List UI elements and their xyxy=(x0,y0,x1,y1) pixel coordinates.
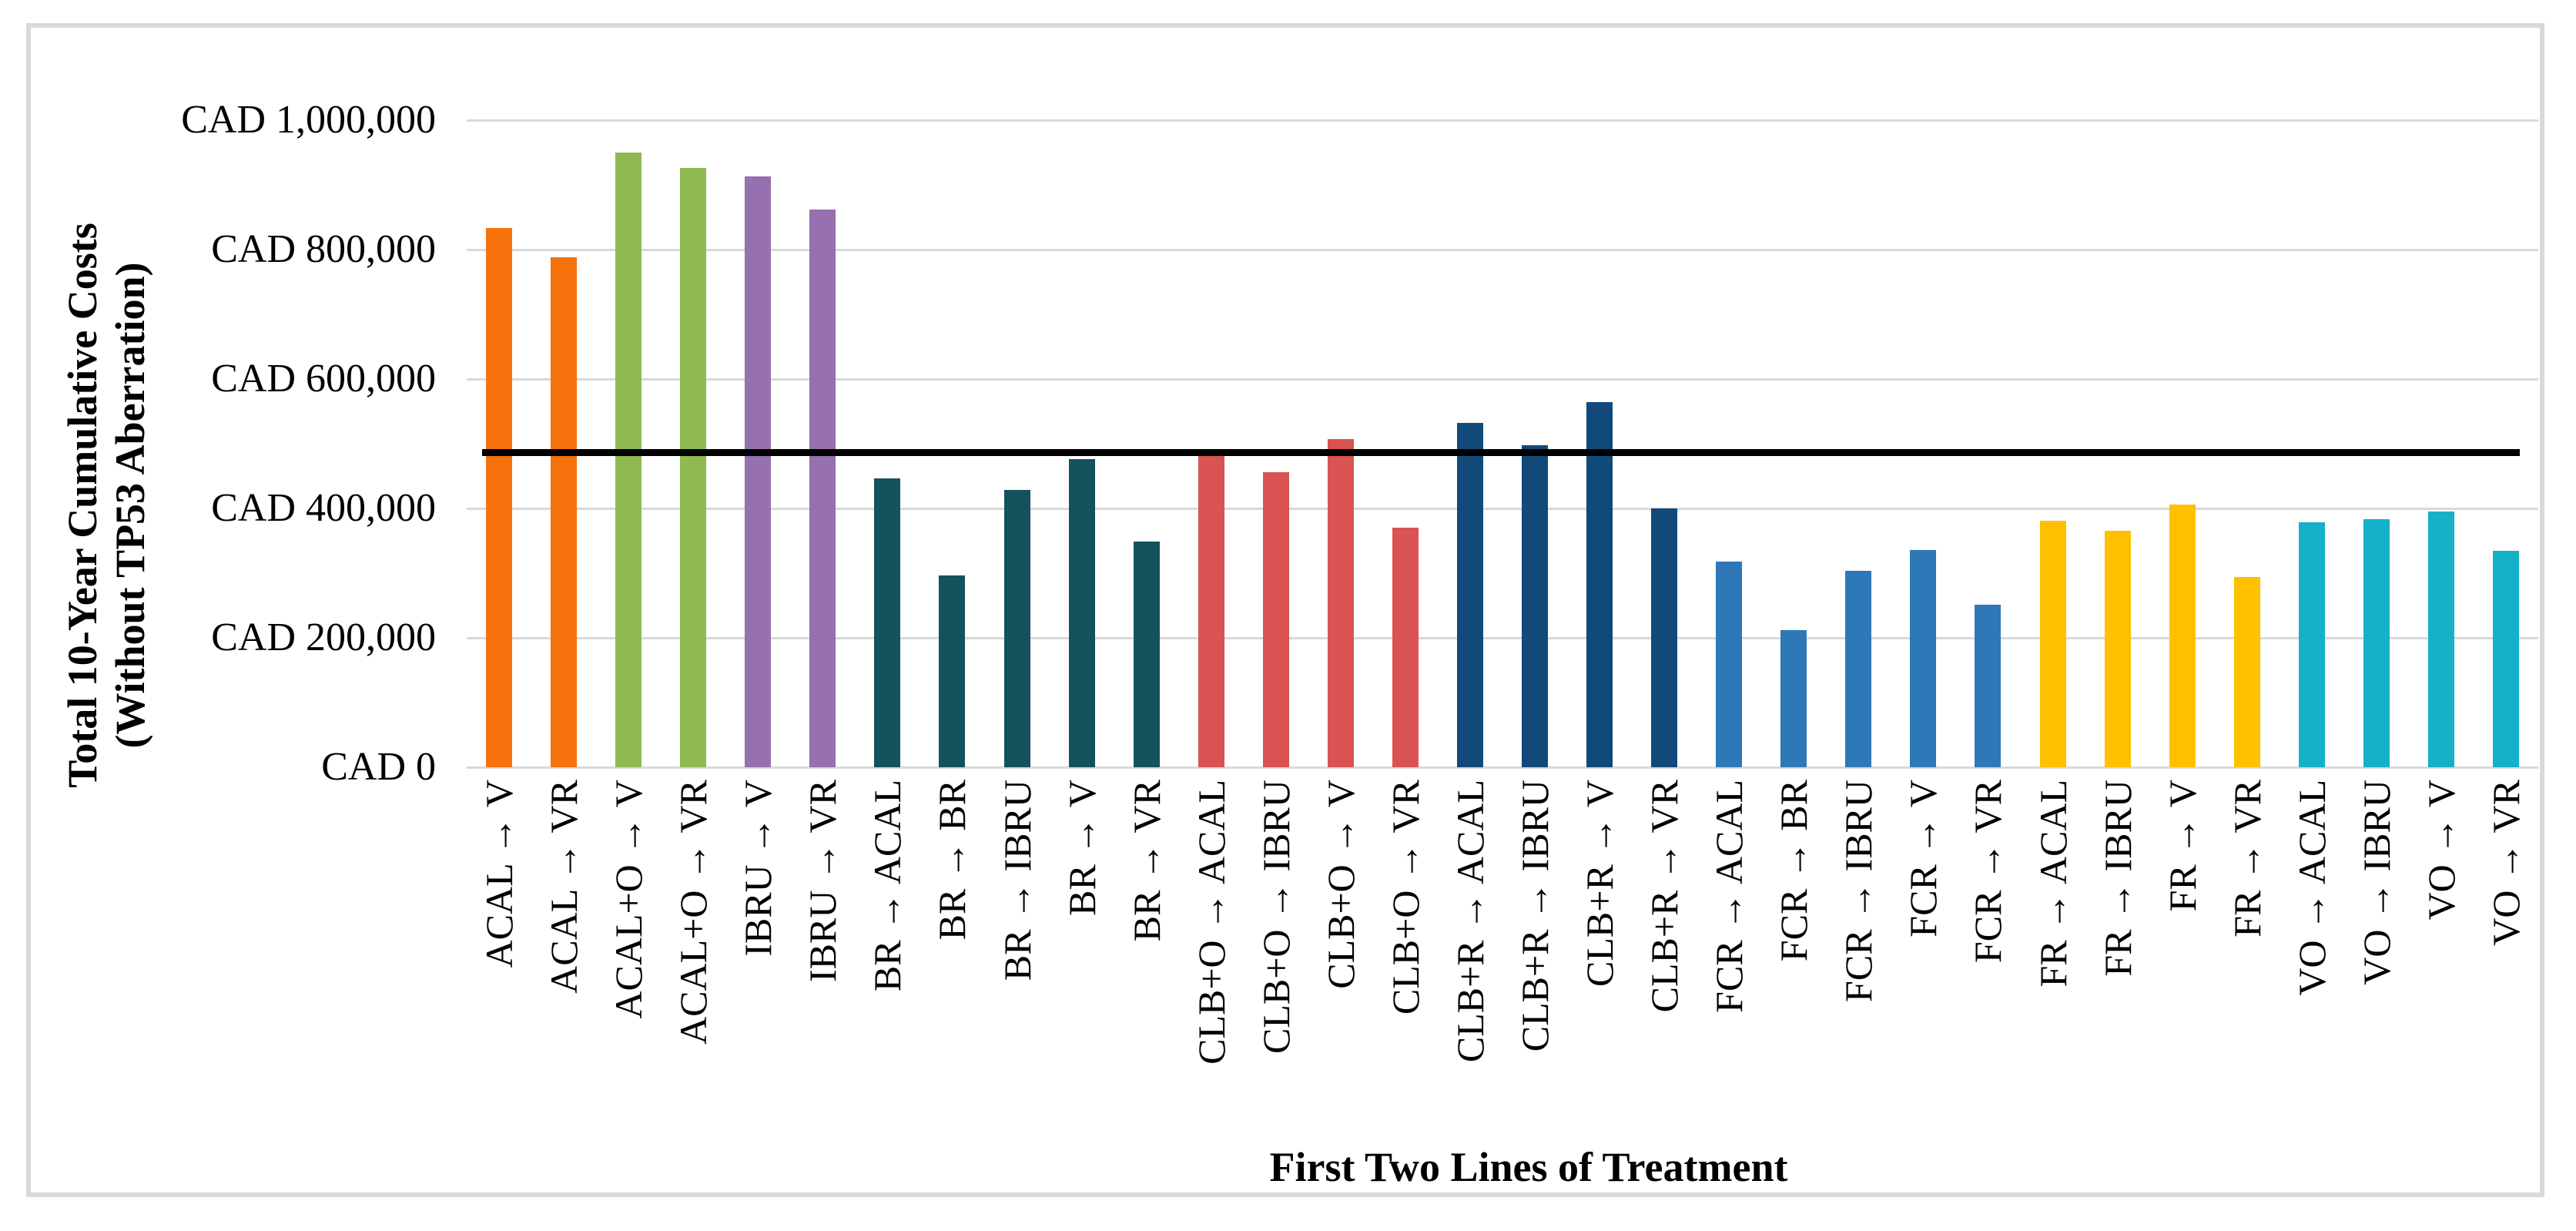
bar-vo-vr xyxy=(2492,551,2519,767)
gridline-cad-200-000 xyxy=(467,637,2538,639)
bar-acal-vr xyxy=(551,257,578,767)
bar-vo-ibru xyxy=(2363,519,2390,767)
bar-fr-v xyxy=(2169,504,2196,767)
gridline-cad-600-000 xyxy=(467,378,2538,381)
x-tick-label-fcr-br: FCR → BR xyxy=(1772,780,1816,962)
gridline-cad-1-000-000 xyxy=(467,119,2538,122)
x-tick-label-br-br: BR → BR xyxy=(930,780,974,941)
figure-border: Total 10-Year Cumulative Costs (Without … xyxy=(26,23,2544,1197)
bar-br-v xyxy=(1068,459,1095,767)
x-tick-label-clb-r-acal: CLB+R → ACAL xyxy=(1448,780,1492,1063)
x-tick-label-clb-o-acal: CLB+O → ACAL xyxy=(1189,780,1233,1065)
bar-ibru-v xyxy=(745,176,772,767)
bar-fcr-v xyxy=(1910,549,1937,767)
x-tick-label-clb-o-vr: CLB+O → VR xyxy=(1383,780,1427,1015)
x-tick-label-clb-o-ibru: CLB+O → IBRU xyxy=(1254,780,1298,1055)
bar-clb-r-vr xyxy=(1651,508,1678,767)
x-tick-label-br-vr: BR → VR xyxy=(1124,780,1168,942)
y-axis-title-line1: Total 10-Year Cumulative Costs xyxy=(59,223,106,788)
x-tick-label-acal-vr: ACAL → VR xyxy=(542,780,586,994)
x-tick-label-fcr-v: FCR → V xyxy=(1901,780,1945,938)
bar-clb-r-ibru xyxy=(1522,444,1549,767)
bar-vo-acal xyxy=(2298,522,2325,767)
x-tick-label-acal-o-vr: ACAL+O → VR xyxy=(672,780,715,1045)
x-tick-label-br-v: BR → V xyxy=(1060,780,1104,916)
bar-clb-r-v xyxy=(1586,402,1613,767)
x-tick-label-vo-v: VO → V xyxy=(2419,780,2463,921)
bar-clb-o-vr xyxy=(1392,528,1419,767)
bar-br-vr xyxy=(1133,541,1160,767)
x-tick-label-vo-ibru: VO → IBRU xyxy=(2354,780,2398,985)
gridline-cad-400-000 xyxy=(467,508,2538,510)
bar-clb-r-acal xyxy=(1456,423,1483,767)
y-tick-label: CAD 600,000 xyxy=(211,357,436,401)
bar-clb-o-acal xyxy=(1198,454,1224,767)
y-tick-label: CAD 400,000 xyxy=(211,486,436,530)
bar-fcr-acal xyxy=(1716,561,1743,767)
x-tick-label-br-acal: BR → ACAL xyxy=(866,780,909,992)
x-tick-label-ibru-vr: IBRU → VR xyxy=(801,780,845,983)
bar-ibru-vr xyxy=(809,209,836,767)
x-tick-label-fcr-acal: FCR → ACAL xyxy=(1707,780,1751,1013)
bar-acal-v xyxy=(486,228,513,767)
x-tick-label-vo-vr: VO → VR xyxy=(2484,780,2527,946)
x-tick-label-clb-r-ibru: CLB+R → IBRU xyxy=(1513,780,1557,1052)
x-tick-label-clb-o-v: CLB+O → V xyxy=(1318,780,1362,989)
bar-fr-vr xyxy=(2233,577,2260,767)
bar-acal-o-vr xyxy=(680,168,707,767)
bar-clb-o-ibru xyxy=(1262,471,1289,767)
bar-fcr-ibru xyxy=(1845,570,1872,767)
y-tick-label: CAD 0 xyxy=(321,745,436,789)
x-axis-title: First Two Lines of Treatment xyxy=(1269,1144,1788,1190)
bar-fcr-vr xyxy=(1975,605,2002,767)
x-tick-label-fr-ibru: FR → IBRU xyxy=(2095,780,2139,977)
x-tick-label-fcr-ibru: FCR → IBRU xyxy=(1837,780,1881,1002)
bar-fcr-br xyxy=(1780,629,1807,767)
bar-br-br xyxy=(939,575,966,767)
x-tick-label-vo-acal: VO → ACAL xyxy=(2290,780,2333,996)
bar-vo-v xyxy=(2427,512,2454,767)
x-tick-label-ibru-v: IBRU → V xyxy=(736,780,780,957)
x-tick-label-fr-acal: FR → ACAL xyxy=(2031,780,2075,988)
x-tick-label-fr-vr: FR → VR xyxy=(2225,780,2269,938)
gridline-cad-0 xyxy=(467,766,2538,769)
x-tick-label-fcr-vr: FCR → VR xyxy=(1966,780,2010,964)
x-tick-label-clb-r-vr: CLB+R → VR xyxy=(1643,780,1687,1013)
y-tick-label: CAD 200,000 xyxy=(211,616,436,659)
bar-clb-o-v xyxy=(1327,439,1354,767)
bar-fr-ibru xyxy=(2104,531,2131,767)
y-tick-label: CAD 1,000,000 xyxy=(181,98,436,142)
bar-br-ibru xyxy=(1003,490,1030,767)
bar-fr-acal xyxy=(2039,520,2066,767)
threshold-line xyxy=(482,448,2520,456)
x-tick-label-br-ibru: BR → IBRU xyxy=(995,780,1039,981)
bar-acal-o-v xyxy=(615,153,642,767)
x-tick-label-acal-o-v: ACAL+O → V xyxy=(607,780,651,1019)
x-tick-label-clb-r-v: CLB+R → V xyxy=(1578,780,1622,987)
bar-br-acal xyxy=(874,478,901,767)
y-tick-label: CAD 800,000 xyxy=(211,227,436,271)
gridline-cad-800-000 xyxy=(467,249,2538,251)
x-tick-label-acal-v: ACAL → V xyxy=(477,780,521,968)
x-tick-label-fr-v: FR → V xyxy=(2160,780,2204,912)
